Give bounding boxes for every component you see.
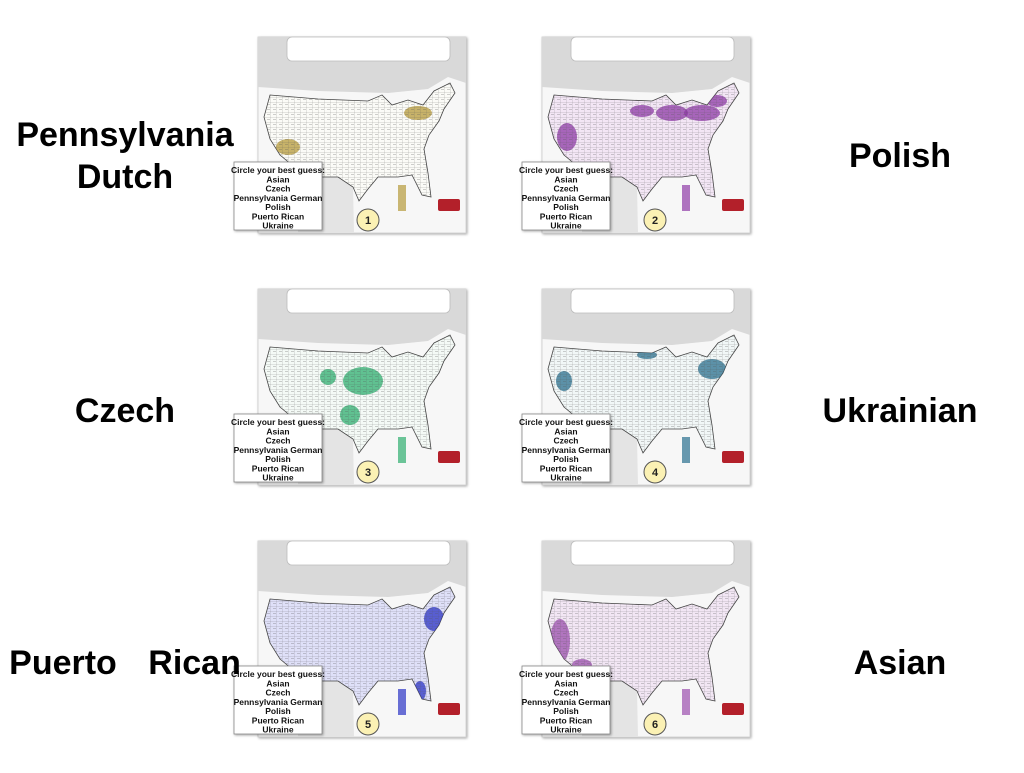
quiz-option: Polish	[553, 706, 579, 716]
quiz-option: Ukraine	[550, 473, 581, 483]
quiz-option: Ukraine	[550, 725, 581, 735]
quiz-option: Pennsylvania German	[522, 445, 611, 455]
quiz-option: Puerto Rican	[252, 715, 304, 725]
number-badge	[356, 712, 380, 736]
title-box	[570, 36, 735, 62]
quiz-prompt: Circle your best guess:	[519, 165, 613, 175]
quiz-box	[521, 413, 611, 483]
map-panel: Circle your best guess:AsianCzechPennsyl…	[231, 288, 467, 486]
quiz-option: Asian	[266, 427, 289, 437]
map-panel: Circle your best guess:AsianCzechPennsyl…	[519, 540, 751, 738]
map-panel: Circle your best guess:AsianCzechPennsyl…	[519, 288, 751, 486]
logo-box	[722, 199, 744, 211]
quiz-box	[521, 665, 611, 735]
legend-swatches	[682, 185, 690, 211]
title-box	[286, 288, 451, 314]
number-badge	[643, 208, 667, 232]
quiz-box	[521, 161, 611, 231]
quiz-option: Polish	[265, 454, 291, 464]
answer-label: Pennsylvania	[16, 116, 234, 154]
quiz-prompt: Circle your best guess:	[231, 417, 325, 427]
legend-swatches	[398, 185, 406, 211]
quiz-prompt: Circle your best guess:	[519, 669, 613, 679]
quiz-option: Ukraine	[262, 221, 293, 231]
number-badge	[643, 712, 667, 736]
quiz-option: Czech	[265, 688, 290, 698]
badge-number: 3	[365, 467, 371, 479]
quiz-prompt: Circle your best guess:	[519, 417, 613, 427]
quiz-option: Asian	[554, 175, 577, 185]
answer-label: Puerto Rican	[9, 644, 241, 682]
logo-box	[438, 703, 460, 715]
quiz-option: Ukraine	[550, 221, 581, 231]
logo-box	[722, 451, 744, 463]
quiz-option: Polish	[553, 202, 579, 212]
title-box	[286, 36, 451, 62]
answer-label: Polish	[849, 137, 951, 175]
quiz-box	[233, 413, 323, 483]
quiz-option: Polish	[553, 454, 579, 464]
title-box	[570, 540, 735, 566]
quiz-option: Pennsylvania German	[234, 445, 323, 455]
legend-swatches	[682, 689, 690, 715]
quiz-option: Asian	[554, 427, 577, 437]
quiz-prompt: Circle your best guess:	[231, 669, 325, 679]
number-badge	[356, 208, 380, 232]
quiz-option: Puerto Rican	[252, 211, 304, 221]
answer-label: Asian	[854, 644, 947, 682]
quiz-option: Puerto Rican	[540, 715, 592, 725]
legend-swatches	[682, 437, 690, 463]
quiz-box	[233, 161, 323, 231]
quiz-option: Asian	[266, 175, 289, 185]
quiz-option: Czech	[553, 688, 578, 698]
logo-box	[438, 199, 460, 211]
quiz-option: Pennsylvania German	[522, 697, 611, 707]
quiz-option: Puerto Rican	[540, 211, 592, 221]
badge-number: 1	[365, 215, 371, 227]
quiz-option: Czech	[553, 184, 578, 194]
legend-swatches	[398, 437, 406, 463]
badge-number: 6	[652, 719, 658, 731]
quiz-option: Ukraine	[262, 473, 293, 483]
answer-label: Dutch	[77, 158, 173, 196]
quiz-option: Asian	[554, 679, 577, 689]
answer-label: Ukrainian	[823, 392, 978, 430]
logo-box	[438, 451, 460, 463]
quiz-option: Pennsylvania German	[234, 193, 323, 203]
logo-box	[722, 703, 744, 715]
quiz-option: Czech	[265, 436, 290, 446]
map-panel: Circle your best guess:AsianCzechPennsyl…	[231, 540, 467, 738]
number-badge	[356, 460, 380, 484]
number-badge	[643, 460, 667, 484]
map-panel: Circle your best guess:AsianCzechPennsyl…	[231, 36, 467, 234]
quiz-option: Pennsylvania German	[234, 697, 323, 707]
quiz-option: Czech	[265, 184, 290, 194]
quiz-option: Czech	[553, 436, 578, 446]
title-box	[570, 288, 735, 314]
answer-label: Czech	[75, 392, 175, 430]
title-box	[286, 540, 451, 566]
quiz-option: Polish	[265, 202, 291, 212]
quiz-prompt: Circle your best guess:	[231, 165, 325, 175]
legend-swatches	[398, 689, 406, 715]
map-panel: Circle your best guess:AsianCzechPennsyl…	[519, 36, 751, 234]
badge-number: 5	[365, 719, 371, 731]
quiz-box	[233, 665, 323, 735]
quiz-option: Asian	[266, 679, 289, 689]
quiz-option: Puerto Rican	[252, 463, 304, 473]
quiz-option: Polish	[265, 706, 291, 716]
badge-number: 2	[652, 215, 658, 227]
quiz-option: Ukraine	[262, 725, 293, 735]
quiz-option: Pennsylvania German	[522, 193, 611, 203]
quiz-option: Puerto Rican	[540, 463, 592, 473]
badge-number: 4	[652, 467, 659, 479]
